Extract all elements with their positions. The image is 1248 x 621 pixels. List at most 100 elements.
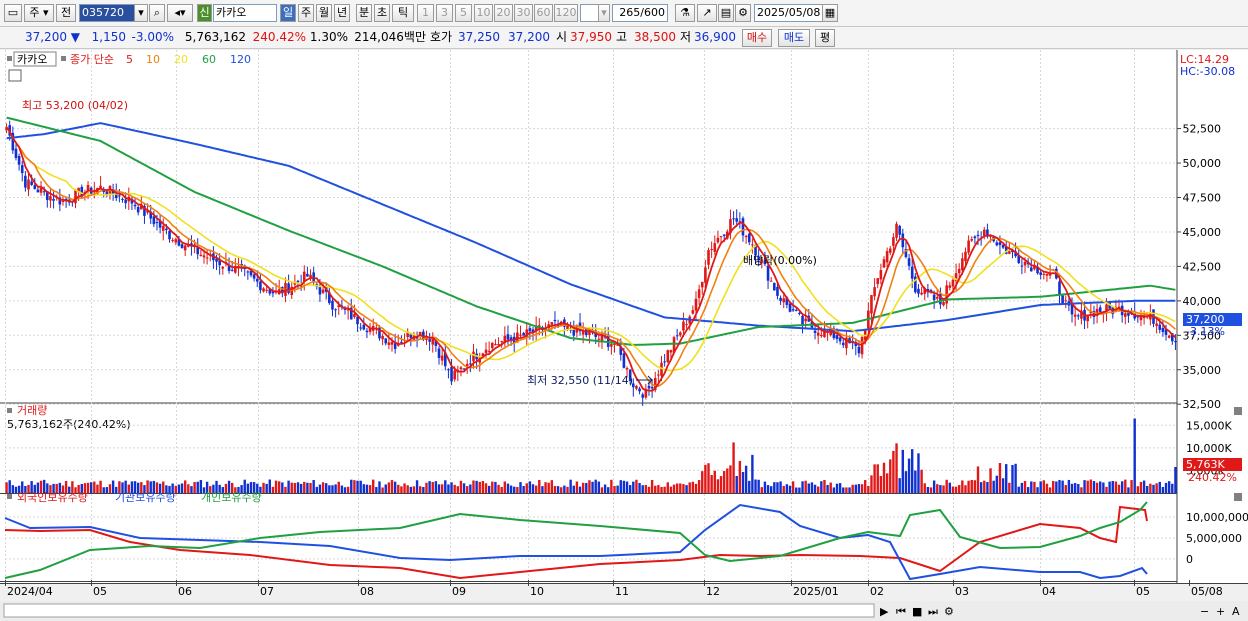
candle	[691, 305, 695, 315]
interval-3-button[interactable]: 3	[436, 4, 453, 22]
candle-body	[14, 148, 18, 158]
volume-bar	[929, 487, 933, 493]
volume-bar	[108, 484, 112, 493]
volume-bar	[77, 485, 80, 493]
y-tick-label: 40,000	[1183, 295, 1222, 308]
count-input[interactable]: 265/600	[612, 4, 668, 22]
candle-body	[77, 187, 80, 192]
candle-body	[1089, 311, 1093, 314]
interval-10-button[interactable]: 10	[474, 4, 493, 22]
interval-1-button[interactable]: 1	[417, 4, 434, 22]
stop-icon[interactable]: ■	[912, 605, 922, 618]
candle	[747, 232, 751, 246]
volume-bar	[914, 470, 917, 493]
volume-bar	[726, 468, 729, 493]
candle-body	[152, 216, 156, 225]
date-input[interactable]: 2025/05/08	[754, 4, 824, 22]
interval-30-button[interactable]: 30	[514, 4, 533, 22]
volume-bar	[1130, 480, 1133, 493]
volume-bar	[168, 485, 171, 493]
market-select[interactable]: 주 ▾	[24, 4, 54, 22]
period-day-button[interactable]: 일	[280, 4, 296, 22]
candle-body	[961, 258, 964, 271]
candle	[898, 224, 901, 240]
chart-type-icon[interactable]: ▭	[4, 4, 22, 22]
candle-body	[1105, 304, 1108, 314]
candle	[732, 211, 735, 226]
buy-button[interactable]: 매수	[742, 29, 772, 47]
volume-bar	[757, 479, 760, 493]
chart-tools-icon[interactable]: ↗	[697, 4, 717, 22]
avg-button[interactable]: 평	[815, 29, 835, 47]
candle	[716, 230, 720, 244]
volume-bar	[36, 482, 40, 493]
candle-body	[876, 278, 880, 285]
interval-dropdown-icon[interactable]: ▾	[598, 4, 610, 22]
code-dropdown-icon[interactable]: ▾	[134, 4, 148, 22]
candle-body	[920, 292, 923, 295]
interval-120-button[interactable]: 120	[554, 4, 578, 22]
minus-icon[interactable]: −	[1200, 605, 1209, 618]
period-month-button[interactable]: 월	[316, 4, 332, 22]
candle-body	[497, 343, 500, 346]
candle	[1123, 312, 1127, 325]
candle-body	[751, 244, 754, 246]
save-icon[interactable]: ▤	[718, 4, 734, 22]
prev-button[interactable]: 전	[56, 4, 76, 22]
font-icon[interactable]: A	[1232, 605, 1240, 618]
volume-bar	[130, 481, 134, 493]
volume-bar	[581, 482, 585, 493]
candle	[729, 209, 732, 240]
candle-body	[384, 338, 388, 344]
volume-bar	[722, 470, 726, 493]
candle	[1073, 305, 1077, 327]
period-second-button[interactable]: 초	[374, 4, 390, 22]
gear-icon[interactable]: ⚙	[735, 4, 751, 22]
calendar-icon[interactable]: ▦	[822, 4, 838, 22]
sell-button[interactable]: 매도	[778, 29, 810, 47]
fast-back-icon[interactable]: ⏮	[896, 605, 906, 618]
candle-body	[259, 281, 262, 291]
period-year-button[interactable]: 년	[334, 4, 350, 22]
volume-bar	[11, 485, 15, 493]
interval-20-button[interactable]: 20	[494, 4, 513, 22]
candle-body	[722, 234, 726, 236]
candle	[503, 326, 507, 347]
settings-icon[interactable]: ⚙	[944, 605, 954, 618]
indicator-icon[interactable]: ⚗	[675, 4, 695, 22]
chart-area[interactable]: 52,500 50,000 47,500 45,000 42,500 40,000 37,5…	[0, 50, 1248, 621]
volume-bar	[1061, 480, 1064, 493]
fast-forward-icon[interactable]: ⏭	[928, 605, 938, 618]
speaker-icon[interactable]: ◂▾	[167, 4, 193, 22]
period-tick-button[interactable]: 틱	[392, 4, 414, 22]
candle-body	[183, 245, 187, 251]
stock-name-field[interactable]: 카카오	[213, 4, 277, 22]
period-minute-button[interactable]: 분	[356, 4, 372, 22]
candle	[685, 319, 688, 329]
current-pct-label: -3.13%	[1186, 325, 1225, 338]
volume-bar	[566, 486, 569, 493]
volume-bar	[989, 468, 992, 493]
search-icon[interactable]: ⌕	[149, 4, 165, 22]
interval-5-button[interactable]: 5	[455, 4, 472, 22]
volume-bar	[791, 481, 795, 493]
plus-icon[interactable]: +	[1216, 605, 1225, 618]
volume-bar	[553, 486, 557, 493]
volume-bar	[691, 481, 695, 493]
candle-body	[1098, 307, 1102, 312]
volume-bar	[1067, 479, 1071, 493]
volume-bar	[729, 465, 732, 493]
candle-body	[11, 132, 15, 151]
volume-bar	[707, 463, 710, 493]
volume-bar	[30, 481, 33, 493]
volume-bar	[218, 484, 221, 493]
volume-bar	[459, 480, 463, 493]
next-icon[interactable]: ▶	[880, 605, 889, 618]
code-input[interactable]: 035720	[79, 4, 135, 22]
candle-body	[447, 369, 450, 371]
candle-body	[17, 156, 21, 165]
interval-60-button[interactable]: 60	[534, 4, 553, 22]
volume-bar	[478, 481, 481, 493]
volume-bar	[738, 460, 742, 493]
period-week-button[interactable]: 주	[298, 4, 314, 22]
